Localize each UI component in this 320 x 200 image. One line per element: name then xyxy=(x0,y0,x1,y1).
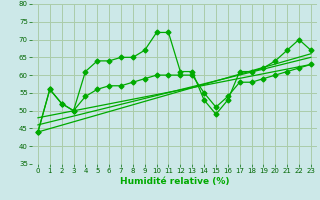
X-axis label: Humidité relative (%): Humidité relative (%) xyxy=(120,177,229,186)
